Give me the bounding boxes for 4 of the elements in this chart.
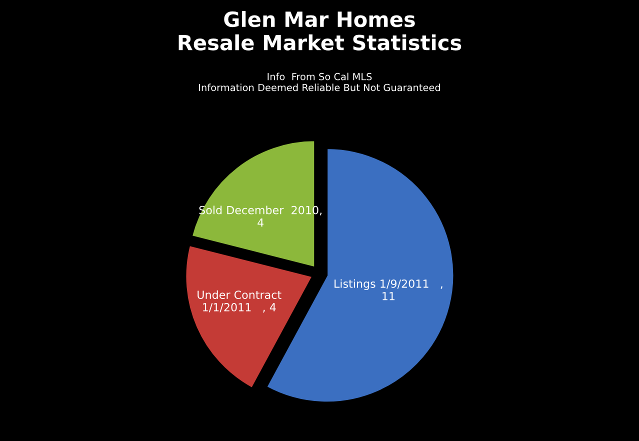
slice-label: Listings 1/9/2011 , 11 — [334, 279, 442, 300]
chart-title: Glen Mar Homes Resale Market Statistics — [178, 11, 462, 50]
chart-subtitle: Info From So Cal MLS Information Deemed Reliable But Not Guaranteed — [199, 72, 440, 92]
slice-label: Under Contract 1/1/2011 , 4 — [198, 290, 282, 313]
